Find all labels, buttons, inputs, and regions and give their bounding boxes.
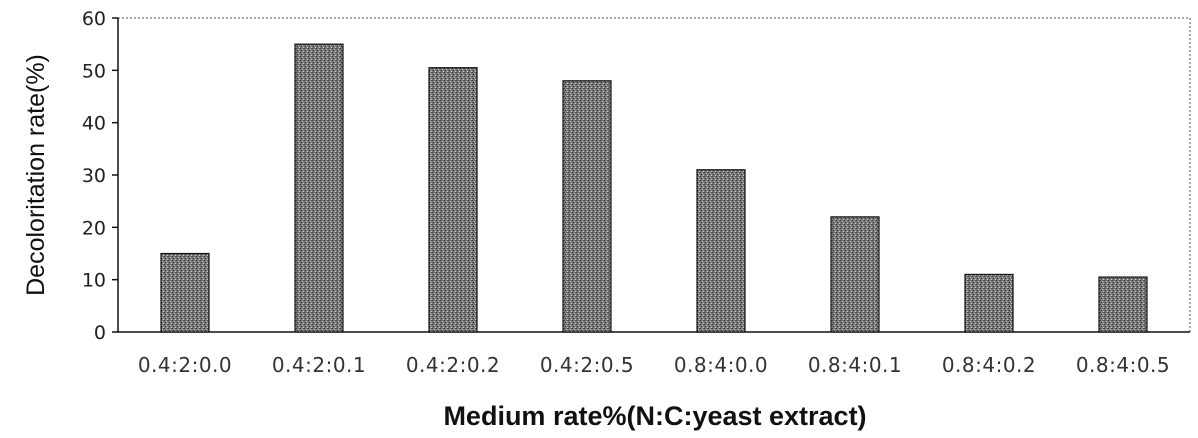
bar-series xyxy=(160,43,1148,333)
x-axis-ticks: 0.4:2:0.0 0.4:2:0.1 0.4:2:0.2 0.4:2:0.5 0.8:… xyxy=(138,353,1170,377)
bar-0-4-2-0-0 xyxy=(160,252,210,333)
bar-0-4-2-0-1 xyxy=(294,43,344,333)
x-tick-label: 0.8:4:0.2 xyxy=(942,353,1036,377)
y-tick-label: 20 xyxy=(82,217,106,239)
x-axis-label: Medium rate%(N:C:yeast extract) xyxy=(443,401,866,431)
x-tick-label: 0.8:4:0.1 xyxy=(808,353,902,377)
x-tick-label: 0.4:2:0.5 xyxy=(540,353,634,377)
bar-0-8-4-0-0 xyxy=(696,169,746,333)
bar-0-8-4-0-2 xyxy=(964,273,1014,333)
y-tick-label: 60 xyxy=(82,8,106,30)
x-tick-label: 0.4:2:0.2 xyxy=(406,353,500,377)
y-tick-label: 30 xyxy=(82,165,106,187)
y-axis-label: Decoloritation rate(%) xyxy=(22,54,50,296)
x-tick-label: 0.4:2:0.1 xyxy=(272,353,366,377)
bar-0-8-4-0-1 xyxy=(830,216,880,333)
y-tick-label: 10 xyxy=(82,270,106,292)
bar-0-4-2-0-2 xyxy=(428,67,478,333)
x-tick-label: 0.4:2:0.0 xyxy=(138,353,232,377)
x-tick-label: 0.8:4:0.0 xyxy=(674,353,768,377)
y-tick-label: 40 xyxy=(82,113,106,135)
bar-0-4-2-0-5 xyxy=(562,80,612,333)
y-tick-label: 0 xyxy=(94,322,106,344)
bar-0-8-4-0-5 xyxy=(1098,276,1148,333)
y-tick-label: 50 xyxy=(82,60,106,82)
x-tick-label: 0.8:4:0.5 xyxy=(1076,353,1170,377)
y-axis-ticks: 0 10 20 30 40 50 60 xyxy=(82,8,118,344)
